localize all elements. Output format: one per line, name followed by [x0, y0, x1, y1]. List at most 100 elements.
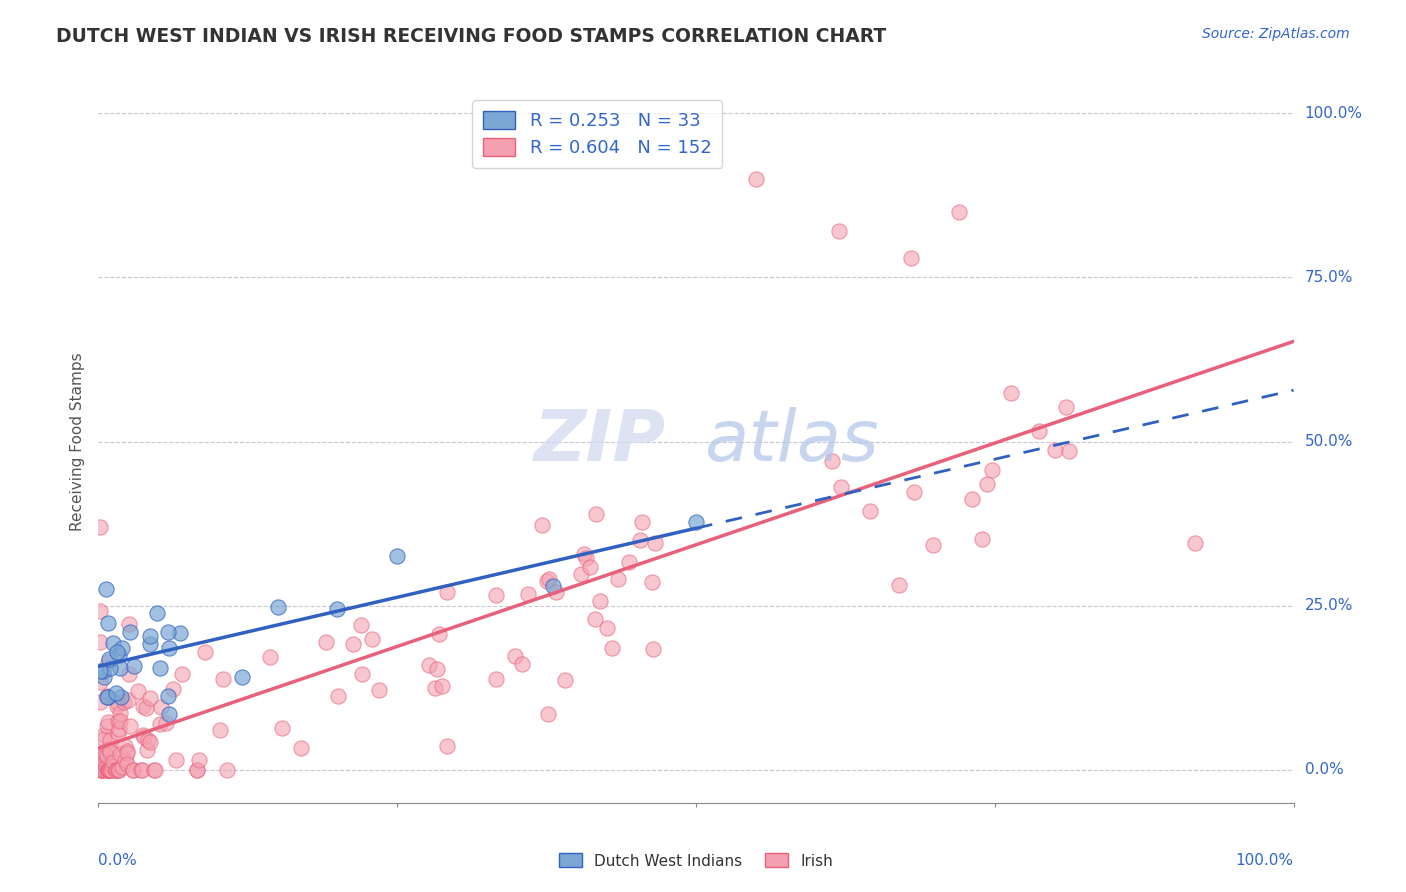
Point — [89, 675, 111, 690]
Point — [122, 658, 145, 673]
Point — [887, 578, 910, 592]
Point — [948, 204, 970, 219]
Point — [100, 763, 122, 777]
Point — [91, 747, 114, 762]
Point — [90, 753, 112, 767]
Point — [186, 763, 208, 777]
Point — [149, 717, 172, 731]
Point — [89, 694, 111, 708]
Point — [122, 763, 145, 777]
Point — [537, 572, 560, 586]
Point — [259, 650, 281, 665]
Point — [231, 670, 253, 684]
Point — [980, 463, 1002, 477]
Point — [641, 574, 664, 589]
Point — [89, 664, 111, 678]
Point — [156, 689, 179, 703]
Point — [96, 616, 118, 631]
Point — [107, 763, 129, 777]
Point — [1028, 424, 1050, 438]
Point — [903, 484, 925, 499]
Point — [745, 171, 768, 186]
Point — [108, 706, 131, 721]
Point — [172, 667, 194, 681]
Point — [541, 579, 564, 593]
Text: 100.0%: 100.0% — [1236, 854, 1294, 869]
Point — [215, 763, 238, 777]
Point — [94, 760, 117, 774]
Point — [326, 602, 349, 616]
Point — [1184, 536, 1206, 550]
Point — [600, 641, 623, 656]
Point — [315, 634, 337, 648]
Point — [93, 747, 115, 761]
Point — [90, 763, 112, 777]
Point — [132, 698, 155, 713]
Point — [583, 612, 606, 626]
Point — [585, 507, 607, 521]
Point — [830, 480, 852, 494]
Point — [503, 649, 526, 664]
Point — [98, 661, 121, 675]
Point — [194, 645, 217, 659]
Point — [574, 551, 596, 566]
Text: 50.0%: 50.0% — [1305, 434, 1353, 449]
Point — [485, 672, 508, 686]
Text: 0.0%: 0.0% — [98, 854, 138, 869]
Point — [93, 755, 115, 769]
Point — [169, 626, 191, 640]
Point — [104, 763, 127, 777]
Text: Source: ZipAtlas.com: Source: ZipAtlas.com — [1202, 27, 1350, 41]
Point — [117, 616, 139, 631]
Point — [510, 657, 533, 672]
Point — [1000, 386, 1022, 401]
Point — [186, 763, 208, 777]
Text: DUTCH WEST INDIAN VS IRISH RECEIVING FOOD STAMPS CORRELATION CHART: DUTCH WEST INDIAN VS IRISH RECEIVING FOO… — [56, 27, 887, 45]
Point — [436, 585, 458, 599]
Text: 75.0%: 75.0% — [1305, 270, 1353, 285]
Point — [972, 533, 994, 547]
Point — [98, 732, 121, 747]
Point — [96, 763, 118, 777]
Point — [596, 621, 619, 635]
Point — [900, 251, 922, 265]
Point — [97, 763, 120, 777]
Point — [105, 645, 128, 659]
Point — [157, 641, 180, 656]
Point — [96, 690, 118, 705]
Point — [516, 587, 538, 601]
Text: 100.0%: 100.0% — [1305, 105, 1362, 120]
Point — [108, 648, 131, 662]
Point — [536, 574, 558, 589]
Point — [100, 763, 122, 777]
Point — [108, 723, 131, 737]
Point — [93, 670, 115, 684]
Point — [107, 763, 129, 777]
Point — [361, 632, 384, 646]
Point — [121, 763, 143, 777]
Point — [976, 477, 998, 491]
Point — [107, 763, 129, 777]
Point — [342, 637, 364, 651]
Point — [139, 629, 162, 643]
Point — [367, 682, 389, 697]
Point — [108, 661, 131, 675]
Point — [1043, 442, 1066, 457]
Point — [211, 672, 233, 686]
Point — [96, 749, 118, 764]
Point — [155, 716, 177, 731]
Point — [554, 673, 576, 687]
Point — [118, 719, 141, 733]
Point — [607, 572, 630, 586]
Point — [112, 695, 135, 709]
Point — [89, 520, 111, 534]
Point — [150, 700, 173, 714]
Point — [91, 759, 114, 773]
Point — [110, 690, 132, 705]
Point — [1054, 400, 1077, 414]
Text: ZIP: ZIP — [534, 407, 666, 476]
Point — [859, 504, 882, 518]
Point — [98, 742, 121, 756]
Point — [143, 763, 166, 777]
Point — [101, 755, 124, 769]
